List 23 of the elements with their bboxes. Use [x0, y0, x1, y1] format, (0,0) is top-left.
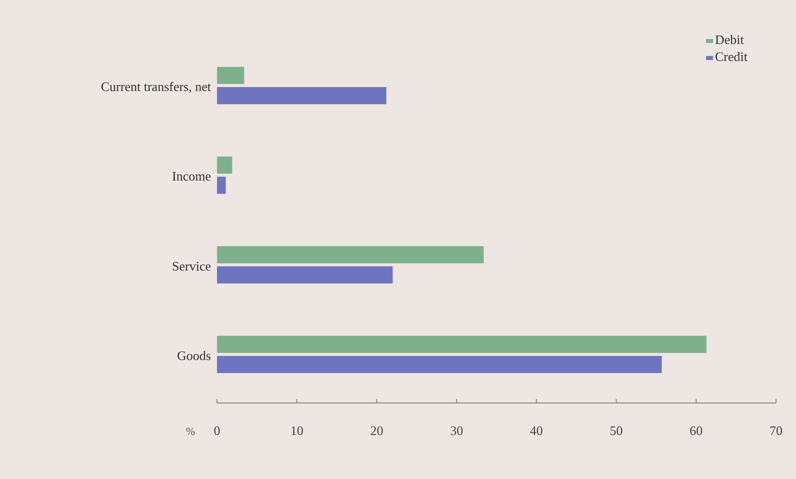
y-tick-label: Income	[172, 168, 212, 184]
legend-label: Debit	[715, 32, 744, 47]
x-tick-label: 10	[290, 423, 304, 438]
bar	[217, 266, 393, 284]
bar	[217, 336, 707, 353]
y-tick-label: Service	[172, 258, 212, 274]
bar	[217, 87, 386, 104]
y-tick-label: Goods	[177, 348, 211, 363]
legend-label: Credit	[715, 49, 748, 64]
x-tick-label: 70	[770, 423, 782, 438]
x-tick-label: 0	[214, 423, 220, 438]
y-tick-label: Current transfers, net	[100, 79, 212, 94]
x-tick-label: 20	[370, 423, 384, 438]
bar	[217, 356, 662, 374]
x-tick-label: 40	[530, 423, 543, 438]
bar	[217, 176, 226, 194]
bar	[217, 66, 244, 84]
bar	[217, 246, 484, 264]
x-tick-label: 60	[690, 423, 703, 438]
x-tick-label: 50	[610, 423, 623, 438]
bar	[217, 156, 232, 174]
x-tick-label: 30	[450, 423, 464, 438]
x-axis-title: %	[186, 426, 195, 438]
